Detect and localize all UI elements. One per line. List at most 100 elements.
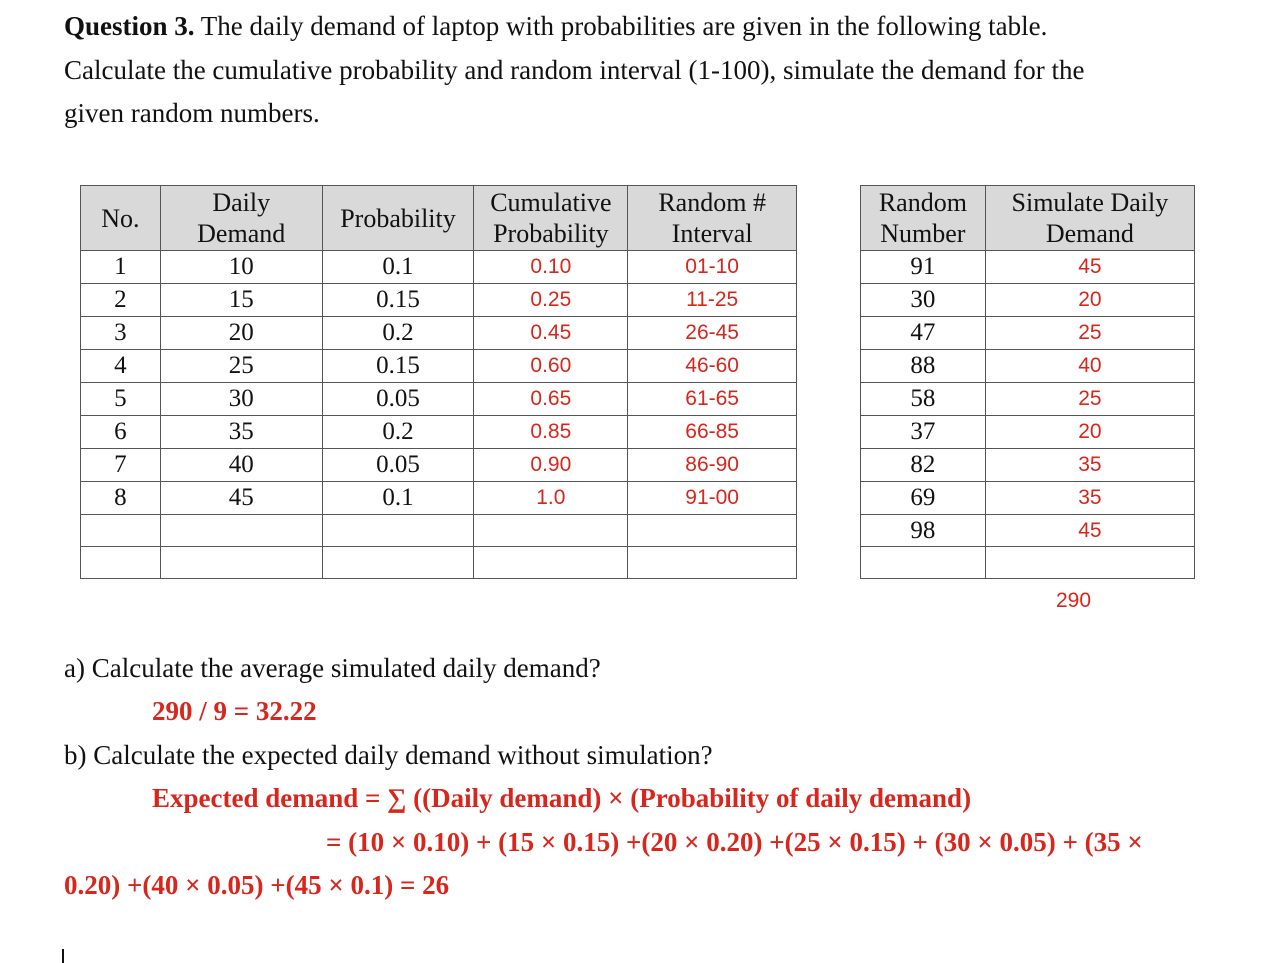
header-probability: Probability [321,185,475,251]
cell-cumulative: 0.60 [473,349,629,383]
cell-no: 2 [80,283,161,317]
cell-interval: 86-90 [627,448,797,482]
cell-simulated-demand: 45 [984,514,1196,547]
cell-simulated-demand: 20 [984,415,1196,449]
cell-simulated-demand: 25 [984,316,1196,350]
cell-cumulative: 0.90 [473,448,629,482]
table-row: 3 20 0.2 0.45 26-45 [80,316,797,350]
simulation-table: Random Number Simulate Daily Demand 91 45 … [860,185,1196,579]
question-number: Question 3. [64,11,195,41]
probability-table: No. Daily Demand Probability Cumulative Pr… [80,185,797,579]
cell-no: 3 [80,316,161,350]
cell-cumulative: 0.25 [473,283,629,317]
cell-interval: 66-85 [627,415,797,449]
cell-probability: 0.15 [321,283,475,317]
cell-interval: 91-00 [627,481,797,515]
cell-interval: 11-25 [627,283,797,317]
table-row: 7 40 0.05 0.90 86-90 [80,448,797,482]
cell-demand: 15 [159,283,323,317]
table-row-empty [860,546,1196,579]
header-simulate-daily-demand: Simulate Daily Demand [984,185,1196,251]
cell-demand: 35 [159,415,323,449]
cell-probability: 0.05 [321,382,475,416]
table-row: 88 40 [860,349,1196,383]
cell-no: 8 [80,481,161,515]
cell-demand: 45 [159,481,323,515]
question-line-3: given random numbers. [64,98,320,128]
header-random-number: Random Number [860,185,986,251]
table-row: 2 15 0.15 0.25 11-25 [80,283,797,317]
cell-probability: 0.1 [321,250,475,284]
table-row: 6 35 0.2 0.85 66-85 [80,415,797,449]
table-row: 4 25 0.15 0.60 46-60 [80,349,797,383]
cell-random-number: 98 [860,514,986,547]
table-row: 8 45 0.1 1.0 91-00 [80,481,797,515]
cell-simulated-demand: 45 [984,250,1196,284]
cell-simulated-demand: 35 [984,448,1196,482]
question-line-2: Calculate the cumulative probability and… [64,55,1085,85]
table-row-empty [80,514,797,547]
cell-simulated-demand: 40 [984,349,1196,383]
simulated-demand-total: 290 [1056,589,1092,612]
cell-interval: 46-60 [627,349,797,383]
cell-demand: 30 [159,382,323,416]
cell-probability: 0.2 [321,415,475,449]
cell-random-number: 69 [860,481,986,515]
table-row: 91 45 [860,250,1196,284]
cell-probability: 0.1 [321,481,475,515]
part-a-question: a) Calculate the average simulated daily… [64,653,601,683]
table-row: 1 10 0.1 0.10 01-10 [80,250,797,284]
cell-demand: 40 [159,448,323,482]
cell-demand: 20 [159,316,323,350]
cell-random-number: 91 [860,250,986,284]
table-row: 37 20 [860,415,1196,449]
cell-cumulative: 0.45 [473,316,629,350]
part-b-question: b) Calculate the expected daily demand w… [64,740,713,770]
header-daily-demand: Daily Demand [159,185,323,251]
question-line-1: Question 3. The daily demand of laptop w… [64,13,1047,40]
cell-no: 6 [80,415,161,449]
table-row: 47 25 [860,316,1196,350]
question-line-1-text: The daily demand of laptop with probabil… [194,11,1048,41]
table-row: 69 35 [860,481,1196,515]
table-row: 82 35 [860,448,1196,482]
cell-no: 5 [80,382,161,416]
cell-no: 4 [80,349,161,383]
cell-demand: 10 [159,250,323,284]
part-b-answer-line-1: Expected demand = ∑ ((Daily demand) × (P… [152,783,972,813]
part-b-answer-line-3: 0.20) +(40 × 0.05) +(45 × 0.1) = 26 [64,870,450,900]
cell-random-number: 47 [860,316,986,350]
text-cursor [62,949,64,963]
cell-interval: 26-45 [627,316,797,350]
cell-random-number: 58 [860,382,986,416]
header-random-interval: Random # Interval [627,185,797,251]
table-row: 58 25 [860,382,1196,416]
cell-interval: 61-65 [627,382,797,416]
cell-random-number: 82 [860,448,986,482]
table-row: 5 30 0.05 0.65 61-65 [80,382,797,416]
cell-random-number: 37 [860,415,986,449]
part-a-answer: 290 / 9 = 32.22 [152,696,317,726]
table-row: 30 20 [860,283,1196,317]
cell-probability: 0.2 [321,316,475,350]
cell-no: 1 [80,250,161,284]
header-no: No. [80,185,161,251]
table-row-empty [80,546,797,579]
cell-probability: 0.15 [321,349,475,383]
table-row: 98 45 [860,514,1196,547]
cell-simulated-demand: 25 [984,382,1196,416]
cell-demand: 25 [159,349,323,383]
table-header-row: Random Number Simulate Daily Demand [860,185,1196,251]
cell-simulated-demand: 35 [984,481,1196,515]
cell-probability: 0.05 [321,448,475,482]
cell-interval: 01-10 [627,250,797,284]
cell-no: 7 [80,448,161,482]
cell-cumulative: 0.85 [473,415,629,449]
cell-cumulative: 0.10 [473,250,629,284]
cell-random-number: 30 [860,283,986,317]
cell-simulated-demand: 20 [984,283,1196,317]
table-header-row: No. Daily Demand Probability Cumulative Pr… [80,185,797,251]
header-cumulative-probability: Cumulative Probability [473,185,629,251]
cell-cumulative: 0.65 [473,382,629,416]
cell-random-number: 88 [860,349,986,383]
